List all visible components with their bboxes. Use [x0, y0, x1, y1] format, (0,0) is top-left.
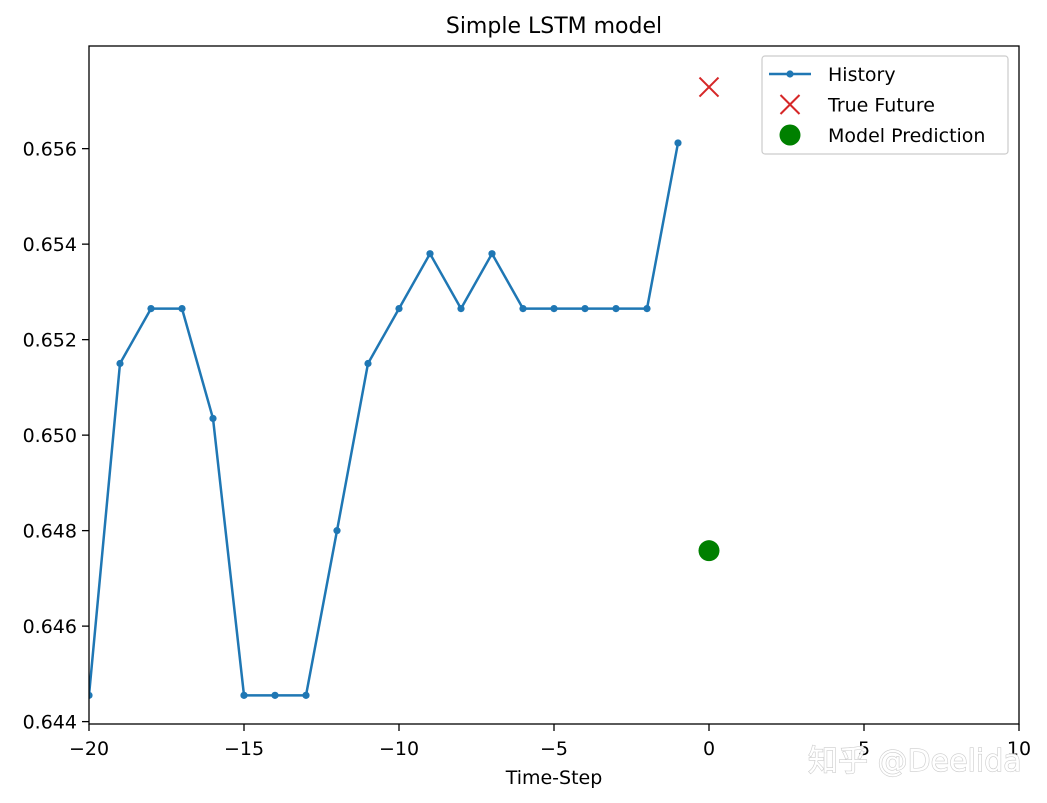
plot-clip-group	[89, 76, 720, 699]
history-point	[519, 305, 527, 313]
history-point	[457, 305, 465, 313]
legend-entry: Model Prediction	[779, 124, 985, 147]
history-point	[395, 305, 403, 313]
x-tick-label: 10	[1007, 738, 1031, 760]
history-point	[581, 305, 589, 313]
y-tick-label: 0.652	[23, 330, 77, 352]
x-tick-label: 0	[703, 738, 715, 760]
x-axis-label: Time-Step	[505, 767, 603, 789]
history-point	[147, 305, 155, 313]
y-tick-label: 0.656	[23, 139, 77, 161]
history-point	[209, 414, 217, 423]
history-point	[271, 691, 279, 699]
y-tick-label: 0.648	[23, 521, 77, 543]
history-point	[364, 359, 372, 368]
plot-area	[89, 76, 720, 699]
legend-label: History	[828, 64, 896, 86]
history-point	[302, 691, 310, 699]
true-future-marker	[698, 76, 720, 98]
legend-dot-swatch	[786, 70, 794, 78]
history-point	[116, 359, 124, 368]
series-line-history	[89, 142, 680, 697]
history-point	[643, 305, 651, 313]
history-point	[550, 305, 558, 313]
legend-circle-swatch	[779, 124, 801, 146]
y-tick-label: 0.644	[23, 712, 77, 734]
y-tick-label: 0.654	[23, 234, 77, 256]
legend-label: True Future	[827, 95, 935, 117]
history-point	[426, 250, 434, 258]
x-tick-label: −10	[379, 738, 419, 760]
history-point	[89, 691, 93, 699]
y-tick-label: 0.646	[23, 616, 77, 638]
x-tick-label: −5	[540, 738, 568, 760]
legend: History True Future Model Prediction	[761, 55, 1009, 155]
axes: −20 −15 −10 −5 0 5 10 0.644 0.646 0.648 0.650 0.652…	[23, 45, 1031, 760]
history-point	[612, 305, 620, 313]
history-point	[178, 305, 186, 313]
legend-entry: True Future	[779, 94, 935, 117]
history-point	[488, 250, 496, 258]
legend-entry: History	[769, 64, 896, 86]
x-tick-label: −20	[69, 738, 109, 760]
y-tick-label: 0.650	[23, 425, 77, 447]
watermark: 知乎 @Deelida	[808, 744, 1022, 779]
legend-box	[761, 55, 1009, 155]
x-tick-label: −15	[224, 738, 264, 760]
model-prediction-marker	[698, 540, 720, 562]
chart-title: Simple LSTM model	[446, 14, 662, 39]
legend-label: Model Prediction	[828, 125, 985, 147]
history-point	[240, 691, 248, 699]
legend-x-swatch	[779, 94, 801, 115]
history-point	[674, 139, 682, 147]
x-tick-label: 5	[858, 738, 870, 760]
history-point	[333, 527, 341, 535]
